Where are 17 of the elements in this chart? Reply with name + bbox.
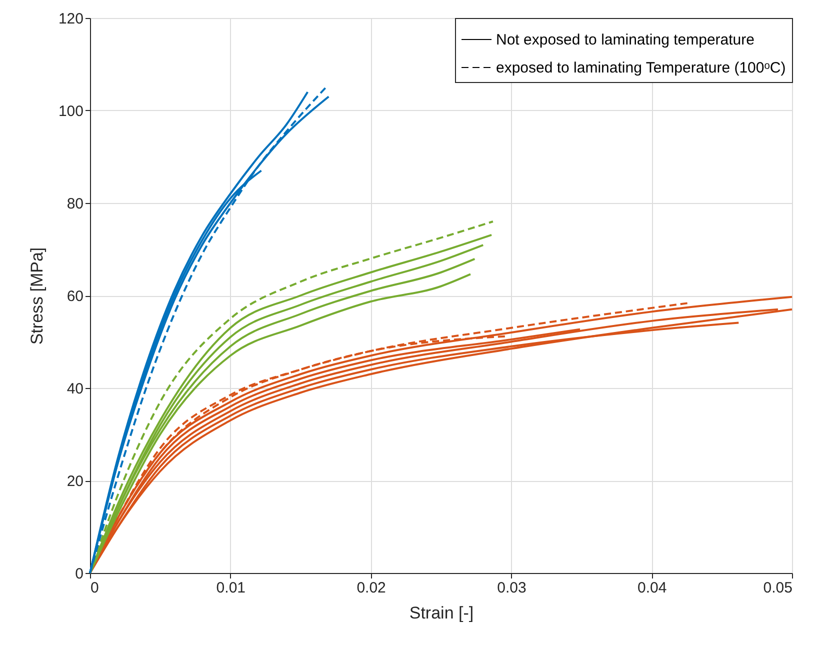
- y-tick-label: 100: [58, 103, 84, 120]
- y-tick-label: 20: [66, 473, 84, 490]
- x-tick-label: 0.05: [763, 580, 792, 596]
- annotation: Not exposed to laminating temperature: [496, 32, 754, 48]
- x-tick-label: 0.04: [638, 580, 667, 596]
- y-axis-title: Stress [MPa]: [27, 247, 46, 345]
- annotation: exposed to laminating Temperature (100ᵒC): [496, 60, 786, 76]
- y-tick-label: 80: [66, 196, 84, 212]
- x-tick-label: 0.03: [497, 580, 526, 596]
- y-tick-label: 0: [75, 566, 84, 582]
- x-tick-label: 0: [90, 580, 99, 596]
- y-tick-label: 40: [66, 380, 84, 398]
- y-tick-label: 60: [66, 288, 84, 305]
- x-tick-label: 0.01: [216, 580, 246, 596]
- x-tick-label: 0.02: [356, 580, 386, 596]
- x-axis-title: Strain [-]: [409, 604, 474, 622]
- y-tick-label: 120: [58, 10, 84, 28]
